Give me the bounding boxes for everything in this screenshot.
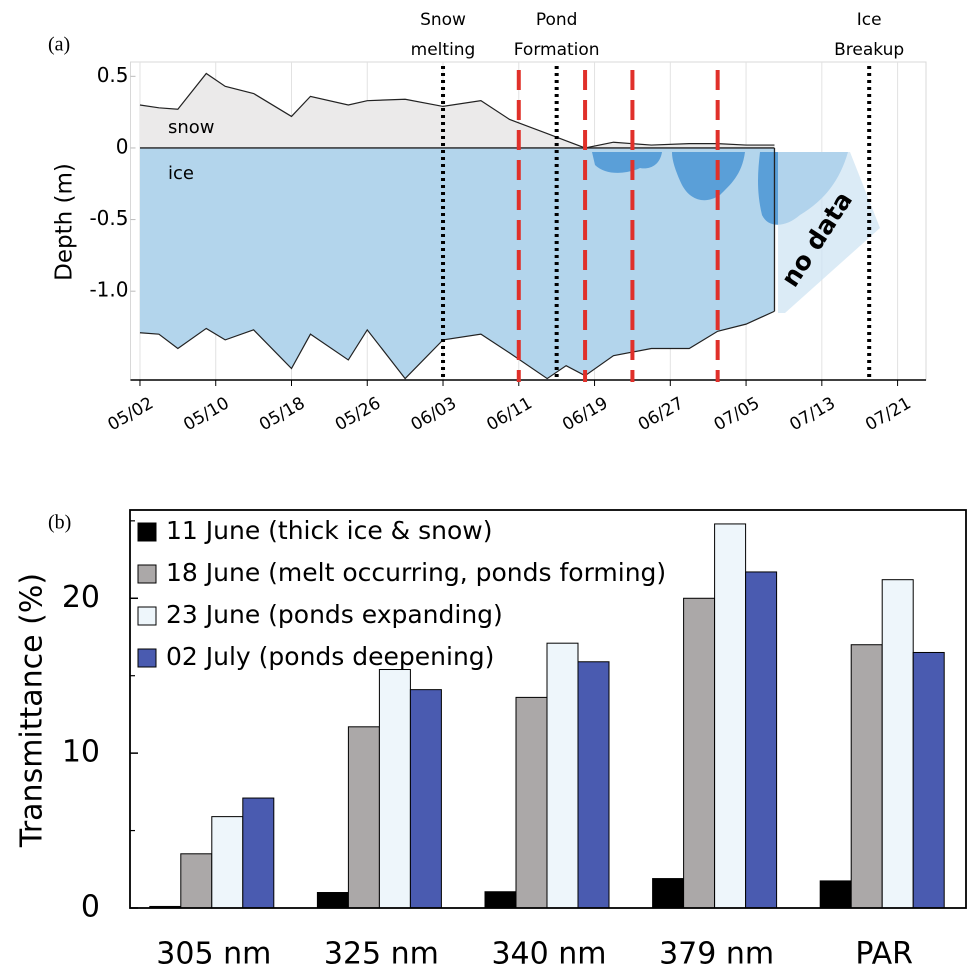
legend-label: 02 July (ponds deepening) <box>166 642 494 671</box>
x-tick-label: 05/18 <box>256 393 308 435</box>
bar <box>409 689 442 909</box>
x-tick-label: 07/21 <box>862 393 914 435</box>
panel-a-lines <box>130 66 926 386</box>
bar <box>347 726 380 909</box>
bar <box>652 878 685 909</box>
plot-frame <box>129 509 967 909</box>
x-tick-label: 05/10 <box>180 393 232 435</box>
event-label: Ice Breakup <box>834 10 905 60</box>
melt-ponds <box>592 152 880 313</box>
x-tick-label: 325 nm <box>324 937 439 971</box>
y-tick-label: 20 <box>62 580 100 615</box>
bar <box>211 816 244 909</box>
bar <box>912 651 945 909</box>
bar <box>515 696 548 909</box>
bar <box>242 797 275 909</box>
x-tick-label: 05/02 <box>105 393 157 435</box>
ice-fill <box>139 147 775 379</box>
x-tick-label: 06/03 <box>408 393 460 435</box>
panel-label: (a) <box>48 34 70 56</box>
legend-swatch <box>137 522 157 542</box>
x-tick-label: 06/19 <box>559 393 611 435</box>
bar <box>546 642 579 909</box>
x-tick-label: 340 nm <box>491 937 606 971</box>
legend-swatch <box>137 564 157 584</box>
x-tick-label: 07/13 <box>786 393 838 435</box>
y-axis-label: Depth (m) <box>52 163 78 281</box>
series-label: snow <box>168 117 215 138</box>
pond <box>672 152 745 201</box>
y-tick-label: 0 <box>116 134 129 158</box>
bar <box>316 892 349 909</box>
x-tick-label: PAR <box>855 937 913 971</box>
bar <box>881 579 914 909</box>
legend-label: 23 June (ponds expanding) <box>166 600 503 629</box>
bar <box>714 523 747 909</box>
y-tick-label: 10 <box>62 735 100 770</box>
legend-label: 18 June (melt occurring, ponds forming) <box>166 558 666 587</box>
legend-swatch <box>137 606 157 626</box>
bar <box>577 661 610 909</box>
y-tick-label: 0 <box>81 890 100 925</box>
x-tick-label: 379 nm <box>659 937 774 971</box>
series-label: ice <box>168 163 194 184</box>
y-axis-label: Transmittance (%) <box>15 573 50 848</box>
y-tick-label: 0.5 <box>97 63 129 87</box>
bar <box>484 891 517 909</box>
snow-line <box>139 72 775 149</box>
bar <box>819 880 852 909</box>
y-tick-label: -1.0 <box>89 278 128 302</box>
x-tick-label: 06/27 <box>635 393 687 435</box>
legend-label: 11 June (thick ice & snow) <box>166 516 493 545</box>
pond <box>592 152 662 173</box>
event-label: Snow melting <box>410 10 476 60</box>
legend-swatch <box>137 648 157 668</box>
snow-fill <box>139 73 775 148</box>
event-label: Pond Formation <box>513 10 600 60</box>
panel-label: (b) <box>48 512 71 534</box>
x-tick-label: 05/26 <box>332 393 384 435</box>
no-data-region <box>778 152 880 313</box>
panel-b: 305 nm 325 nm 340 nm 379 nm PAR 0 10 20 11 June … <box>62 509 967 971</box>
bar <box>180 853 213 909</box>
panel-a-fills <box>139 73 775 379</box>
x-tick-label: 06/11 <box>483 393 535 435</box>
bar <box>745 571 778 909</box>
bar <box>850 644 883 909</box>
y-tick-label: -0.5 <box>89 206 128 230</box>
bar <box>683 597 716 909</box>
bar <box>378 669 411 909</box>
x-tick-label: 07/05 <box>711 393 763 435</box>
x-tick-label: 305 nm <box>156 937 271 971</box>
